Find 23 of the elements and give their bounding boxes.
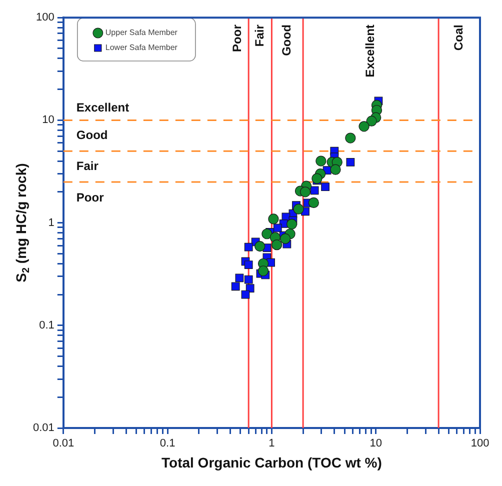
annotation: Excellent: [76, 100, 130, 115]
annotation: Coal: [452, 24, 466, 51]
annotation: Good: [76, 128, 108, 142]
x-tick-label: 1: [268, 438, 275, 450]
legend-label: Upper Safa Member: [105, 28, 178, 38]
annotation: Poor: [230, 24, 244, 52]
x-tick-label: 0.01: [52, 438, 74, 450]
annotation: Fair: [252, 24, 266, 47]
x-axis-title: Total Organic Carbon (TOC wt %): [162, 454, 382, 470]
y-tick-label: 10: [42, 114, 54, 126]
legend-label: Lower Safa Member: [105, 43, 178, 52]
y-tick-label: 0.1: [39, 319, 54, 332]
annotation: Fair: [76, 158, 99, 173]
x-tick-label: 10: [370, 438, 382, 450]
x-tick-label: 100: [470, 438, 490, 450]
annotation: Poor: [76, 190, 104, 204]
annotation: Good: [280, 24, 294, 56]
y-tick-label: 1: [48, 216, 54, 229]
y-tick-label: 100: [36, 12, 54, 24]
x-tick-label: 0.1: [160, 438, 176, 450]
y-tick-label: 0.01: [32, 422, 54, 434]
y-axis-title: S2 (mg HC/g rock): [12, 163, 32, 282]
annotation: Excellent: [363, 24, 378, 78]
